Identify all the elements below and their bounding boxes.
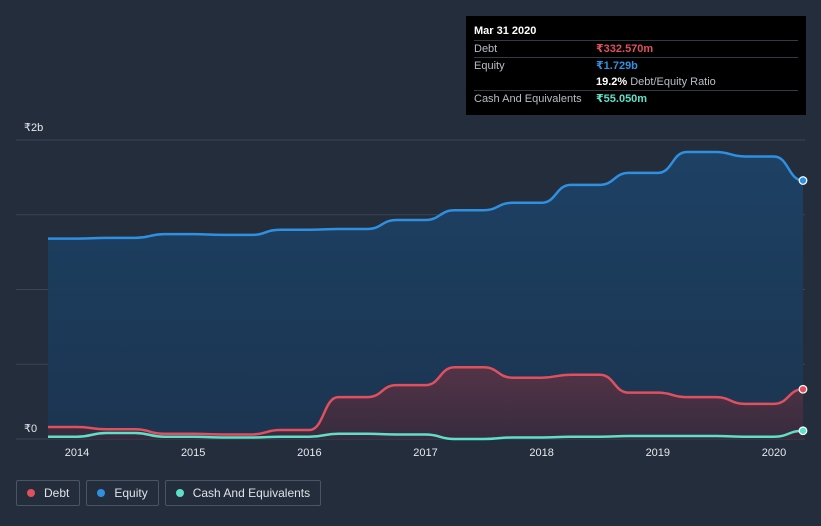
cash-line [48, 429, 804, 441]
tooltip-row-cash: Cash And Equivalents ₹55.050m [474, 90, 798, 107]
x-tick-label: 2014 [65, 447, 89, 459]
tooltip-ratio-value: 19.2% [596, 76, 628, 88]
legend-label-equity: Equity [114, 486, 148, 500]
x-tick-label: 2019 [646, 447, 670, 459]
debt-end-marker [798, 384, 808, 394]
tooltip-row-ratio: 19.2% Debt/Equity Ratio [474, 74, 798, 90]
cash-dot-icon [175, 489, 184, 497]
equity-dot-icon [97, 489, 106, 497]
y-tick-label-zero: ₹0 [24, 423, 37, 435]
legend-item-cash[interactable]: Cash And Equivalents [164, 480, 322, 506]
tooltip-debt-value: ₹332.570m [596, 43, 654, 55]
legend-item-debt[interactable]: Debt [16, 480, 81, 506]
tooltip-cash-label: Cash And Equivalents [474, 93, 582, 105]
legend-label-debt: Debt [44, 486, 70, 500]
legend-label-cash: Cash And Equivalents [192, 486, 311, 500]
tooltip-cash-value: ₹55.050m [596, 93, 648, 105]
y-axis: ₹2b ₹0 [24, 122, 43, 435]
x-tick-label: 2017 [413, 447, 437, 459]
tooltip-equity-label: Equity [474, 60, 505, 72]
debt-line [48, 365, 804, 436]
tooltip-row-debt: Debt ₹332.570m [474, 40, 798, 57]
legend: Debt Equity Cash And Equivalents [16, 480, 322, 506]
tooltip-ratio-label [474, 74, 596, 90]
tooltip-ratio-caption: Debt/Equity Ratio [630, 76, 716, 88]
x-axis: 2014 2015 2016 2017 2018 2019 2020 [65, 447, 786, 459]
cash-end-marker [798, 426, 808, 436]
equity-area [48, 151, 803, 439]
equity-end-marker [798, 176, 808, 185]
tooltip-row-equity: Equity ₹1.729b [474, 57, 798, 74]
tooltip-date: Mar 31 2020 [474, 25, 537, 37]
series-layer [48, 150, 808, 441]
debt-dot-icon [27, 489, 35, 497]
tooltip: Mar 31 2020 Debt ₹332.570m Equity ₹1.729… [466, 16, 806, 115]
legend-item-equity[interactable]: Equity [86, 480, 159, 506]
x-tick-label: 2015 [181, 447, 205, 459]
tooltip-equity-value: ₹1.729b [596, 60, 638, 72]
y-tick-label-top: ₹2b [24, 122, 43, 134]
x-tick-label: 2018 [529, 447, 553, 459]
x-tick-label: 2016 [297, 447, 321, 459]
x-tick-label: 2020 [762, 447, 786, 459]
tooltip-debt-label: Debt [474, 43, 498, 55]
equity-line [48, 150, 804, 240]
